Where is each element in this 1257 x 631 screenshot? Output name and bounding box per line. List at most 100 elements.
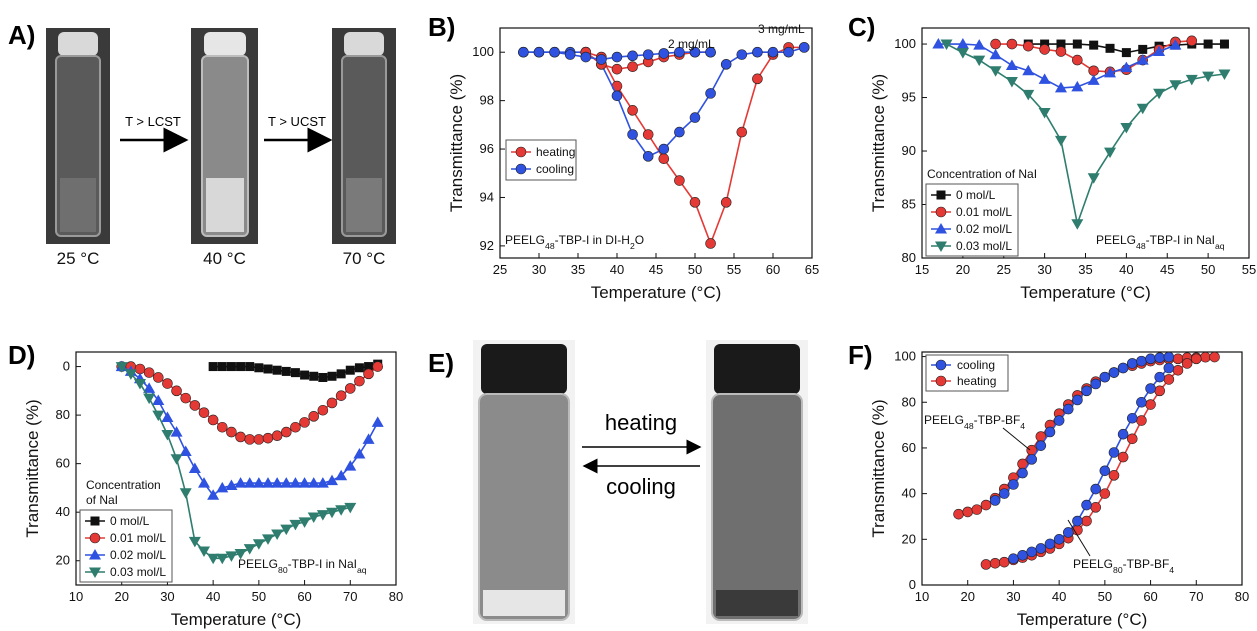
x-tick-label: 30	[1006, 589, 1020, 604]
data-point	[344, 502, 357, 514]
data-point	[263, 364, 273, 374]
data-point	[207, 414, 219, 426]
data-point	[1044, 426, 1056, 438]
data-point	[1071, 219, 1084, 230]
legend-marker	[89, 567, 101, 578]
data-point	[161, 411, 174, 423]
legend-marker	[935, 206, 947, 218]
data-point	[345, 365, 355, 375]
annotation-sample-d: PEELG80-TBP-I in NaIaq	[238, 557, 367, 575]
y-tick-label: 80	[902, 250, 916, 265]
vial-photo-turbid	[473, 340, 575, 624]
data-point	[335, 390, 347, 401]
data-point	[1200, 351, 1211, 363]
data-point	[658, 48, 670, 59]
data-point	[344, 460, 357, 471]
series-0-02-mol-l	[115, 360, 384, 500]
chart-f: 10 20 30 40 50 60 70 80 0 20 40 60 80 100 Temperature …	[869, 349, 1249, 629]
data-point	[326, 507, 338, 519]
data-point	[1154, 385, 1166, 397]
data-point	[198, 407, 210, 418]
data-point	[290, 368, 300, 378]
data-point	[658, 143, 670, 155]
data-point	[1040, 39, 1050, 49]
data-point	[245, 362, 255, 372]
data-point	[1138, 44, 1148, 54]
data-point	[956, 38, 969, 49]
data-point	[252, 539, 265, 550]
x-tick-label: 70	[1189, 589, 1203, 604]
y-tick-label: 80	[902, 394, 916, 409]
data-point	[1136, 415, 1147, 426]
caption-70c: 70 °C	[342, 249, 386, 268]
data-point	[152, 372, 164, 383]
data-point	[1136, 54, 1149, 65]
panel-label-b: B)	[428, 12, 456, 42]
x-tick-label: 20	[956, 262, 970, 277]
data-point	[299, 417, 310, 428]
data-point	[1088, 65, 1099, 77]
x-axis-label: Temperature (°C)	[1017, 610, 1148, 629]
y-tick-label: 40	[56, 504, 70, 519]
data-point	[252, 477, 265, 488]
data-point	[1035, 543, 1047, 554]
ucst-arrow: T > UCST	[264, 114, 333, 153]
data-point	[1008, 479, 1019, 490]
data-point	[290, 421, 301, 433]
data-point	[674, 126, 685, 138]
vial-photo-clear	[706, 340, 808, 624]
data-point	[1145, 353, 1156, 365]
data-point	[143, 367, 155, 378]
data-point	[1055, 46, 1067, 57]
data-point	[1026, 546, 1038, 558]
plot-frame	[921, 351, 1243, 586]
legend-marker	[935, 241, 947, 252]
vial-image-hot	[706, 340, 808, 624]
data-point	[1190, 353, 1202, 365]
legend-marker	[935, 223, 947, 234]
data-point	[1053, 534, 1065, 545]
data-point	[1081, 385, 1092, 397]
legend-title-line1: Concentration	[86, 478, 161, 492]
cooling-label: cooling	[606, 474, 676, 499]
x-tick-label: 45	[649, 262, 663, 277]
y-tick-label: 90	[902, 143, 916, 158]
data-point	[143, 393, 156, 405]
data-point	[1038, 73, 1051, 84]
data-point	[1136, 103, 1149, 115]
x-tick-label: 40	[206, 589, 220, 604]
data-point	[674, 175, 685, 186]
data-point	[353, 447, 366, 459]
data-point	[518, 46, 529, 58]
x-tick-label: 15	[915, 262, 929, 277]
data-point	[998, 556, 1010, 568]
x-tick-label: 60	[1143, 589, 1157, 604]
data-point	[371, 416, 384, 427]
data-point	[564, 49, 576, 60]
data-point	[1202, 71, 1215, 83]
data-point	[1104, 147, 1117, 159]
data-point	[989, 48, 1002, 60]
data-point	[932, 38, 945, 49]
y-axis-label: Transmittance (%)	[447, 74, 466, 212]
data-point	[1126, 358, 1138, 369]
chart-c: 15 20 25 30 35 40 45 50 55 80 85 90 95 100 Temperature…	[869, 27, 1256, 302]
x-tick-label: 40	[1119, 262, 1133, 277]
vial-image-cold	[473, 340, 575, 624]
y-tick-label: 98	[480, 93, 494, 108]
data-point	[262, 432, 274, 444]
x-tick-label: 55	[727, 262, 741, 277]
data-point	[243, 544, 256, 555]
data-point	[1108, 470, 1120, 481]
data-point	[998, 488, 1010, 499]
data-point	[1163, 362, 1175, 374]
data-point	[658, 153, 670, 165]
data-point	[989, 495, 1001, 506]
data-point	[689, 46, 701, 58]
data-point	[611, 90, 623, 102]
data-point	[217, 362, 227, 372]
legend-entry: 0 mol/L	[110, 514, 150, 528]
annotation-peelg48: PEELG48-TBP-BF4	[924, 413, 1025, 431]
data-point	[271, 529, 284, 541]
data-point	[1154, 352, 1166, 364]
